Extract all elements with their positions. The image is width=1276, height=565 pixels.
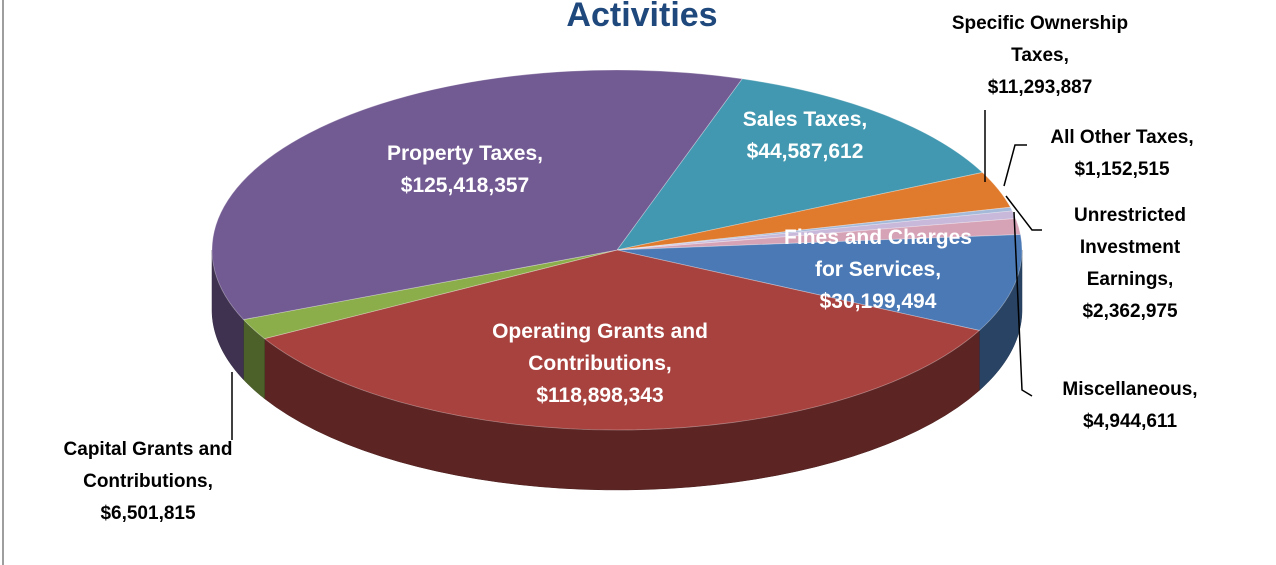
data-label: Sales Taxes, $44,587,612 xyxy=(705,104,905,168)
value-label: $4,944,611 xyxy=(1082,411,1178,432)
value-label: $125,418,357 xyxy=(400,174,530,197)
value-label: $11,293,887 xyxy=(987,77,1093,98)
category-label: All Other Taxes, xyxy=(1050,127,1194,148)
value-label: $30,199,494 xyxy=(819,290,937,313)
category-label: Specific Ownership Taxes, xyxy=(951,13,1129,66)
leader-line xyxy=(1003,144,1027,187)
data-label: Fines and Charges for Services, $30,199,4… xyxy=(771,222,986,318)
category-label: Property Taxes, xyxy=(386,142,543,165)
pie-slice xyxy=(616,218,1021,251)
chart-title: Activities xyxy=(566,0,718,34)
data-label: Miscellaneous, $4,944,611 xyxy=(1030,374,1230,438)
pie-slice xyxy=(242,249,618,340)
pie-sides xyxy=(211,249,1023,491)
data-label: All Other Taxes, $1,152,515 xyxy=(1002,122,1242,186)
pie-slice xyxy=(616,78,984,251)
pie-slice xyxy=(616,206,1013,251)
pie-slice xyxy=(616,172,1012,251)
category-label: Unrestricted Investment Earnings, xyxy=(1074,205,1186,290)
leader-lines xyxy=(231,110,1042,440)
value-label: $118,898,343 xyxy=(536,384,664,407)
value-label: $6,501,815 xyxy=(100,503,196,524)
value-label: $2,362,975 xyxy=(1082,301,1178,322)
category-label: Capital Grants and Contributions, xyxy=(63,439,233,492)
pie-tops xyxy=(211,69,1023,431)
data-label: Unrestricted Investment Earnings, $2,362,… xyxy=(1055,200,1205,328)
pie-slice xyxy=(616,234,1023,331)
leader-line xyxy=(1005,195,1042,231)
category-label: Fines and Charges for Services, xyxy=(784,226,972,281)
data-label: Capital Grants and Contributions, $6,501,… xyxy=(33,434,263,530)
category-label: Miscellaneous, xyxy=(1062,379,1198,400)
data-label: Property Taxes, $125,418,357 xyxy=(315,138,615,202)
pie-slice xyxy=(263,249,981,431)
value-label: $44,587,612 xyxy=(746,140,864,163)
category-label: Sales Taxes, xyxy=(742,108,868,131)
leader-line xyxy=(1013,211,1033,397)
pie-slice xyxy=(211,69,743,320)
value-label: $1,152,515 xyxy=(1074,159,1170,180)
data-label: Operating Grants and Contributions, $118,… xyxy=(488,316,713,412)
category-label: Operating Grants and Contributions, xyxy=(492,320,708,375)
data-label: Specific Ownership Taxes, $11,293,887 xyxy=(930,8,1150,104)
